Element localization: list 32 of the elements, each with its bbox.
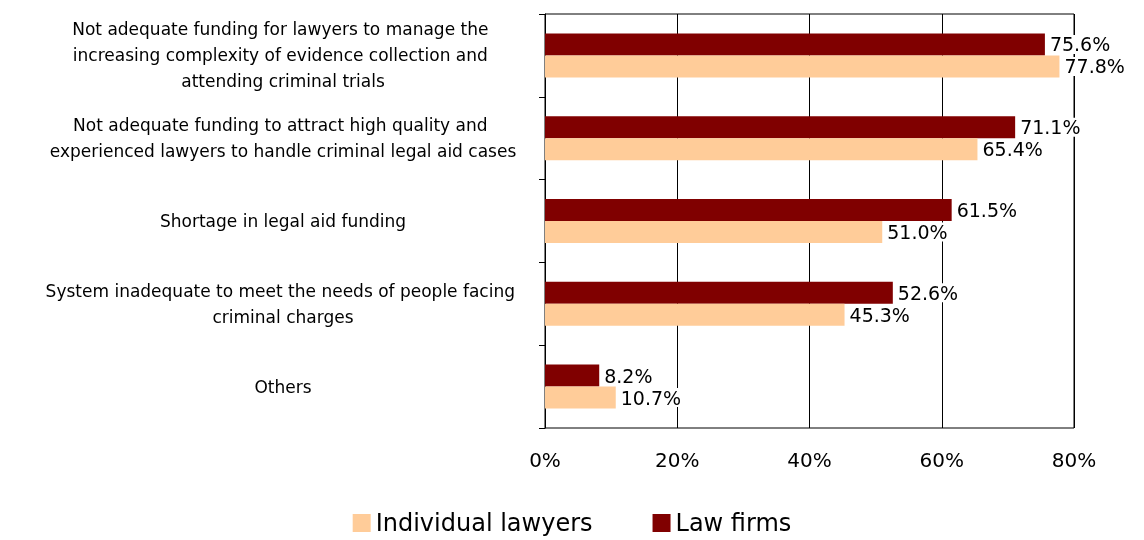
x-tick-label: 20% (655, 448, 700, 472)
y-tick-label: Others (254, 376, 312, 397)
bar (545, 221, 883, 243)
data-label: 45.3% (849, 303, 910, 326)
bar (545, 303, 845, 326)
bar (545, 33, 1045, 56)
bar (545, 386, 616, 409)
data-label: 77.8% (1064, 55, 1125, 78)
data-label: 61.5% (956, 199, 1018, 221)
legend-label: Law firms (675, 509, 792, 537)
data-label: 8.2% (604, 364, 653, 387)
bar (545, 138, 978, 161)
bar (545, 281, 893, 304)
data-label: 10.7% (620, 386, 682, 409)
y-tick-label: Not adequate funding for lawyers to manage the increasing complexity of evidence collection and attending criminal trials (72, 19, 494, 92)
data-label: 65.4% (982, 138, 1043, 161)
x-tick-label: 40% (787, 448, 832, 472)
bar (545, 364, 600, 387)
data-label: 51.0% (887, 221, 948, 243)
y-tick-label: Shortage in legal aid funding (159, 211, 407, 231)
x-tick-label: 60% (919, 448, 964, 472)
bar (545, 116, 1016, 139)
y-tick-label: System inadequate to meet the needs of people facing criminal charges (45, 280, 521, 327)
bar (545, 199, 952, 221)
data-label: 52.6% (897, 281, 959, 304)
bar (545, 55, 1060, 78)
y-tick-label: Not adequate funding to attract high quality and experienced lawyers to handle criminal legal aid cases (49, 115, 517, 162)
legend-label: Individual lawyers (375, 509, 593, 537)
x-tick-label: 80% (1051, 448, 1097, 472)
x-tick-label: 0% (529, 448, 561, 472)
data-label: 75.6% (1049, 33, 1111, 56)
data-label: 71.1% (1020, 116, 1081, 139)
